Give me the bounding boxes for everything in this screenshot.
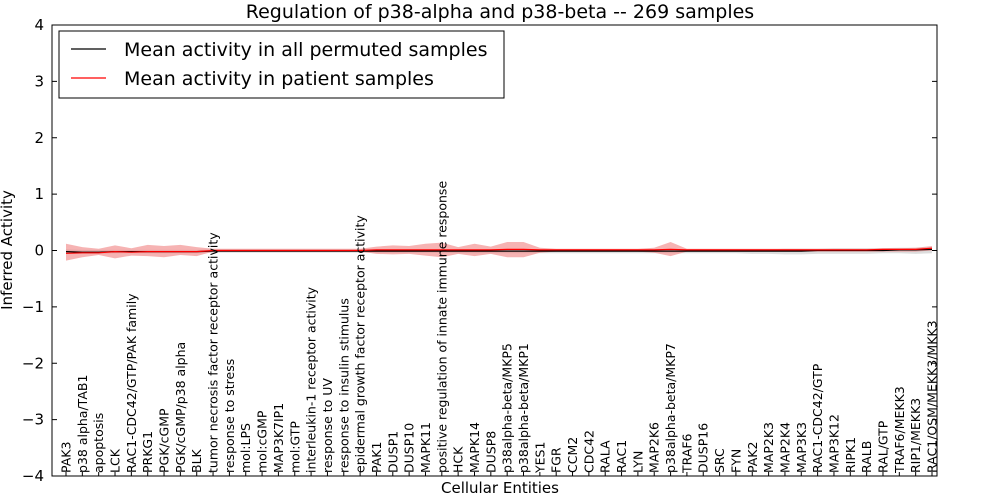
y-tick-label: 2 (34, 129, 44, 147)
x-tick-label: DUSP10 (402, 423, 417, 473)
x-tick-label: epidermal growth factor receptor activit… (353, 215, 368, 473)
x-tick-label: PGK/cGMP/p38 alpha (173, 342, 188, 473)
x-tick-label: RAC1-CDC42/GTP (810, 363, 825, 473)
x-tick-label: mol:LPS (238, 423, 253, 473)
x-tick-label: MAP2K6 (647, 422, 662, 473)
y-tick-label: −4 (22, 467, 44, 485)
x-tick-label: RAC1-CDC42/GTP/PAK family (124, 293, 139, 473)
x-tick-label: MAPK14 (467, 422, 482, 473)
x-tick-label: p38alpha-beta/MKP7 (663, 343, 678, 473)
x-tick-label: YES1 (532, 442, 547, 474)
x-tick-label: CCM2 (565, 437, 580, 473)
x-tick-label: LCK (108, 448, 123, 473)
x-tick-label: mol:GTP (287, 421, 302, 473)
y-axis-label: Inferred Activity (0, 190, 16, 310)
x-tick-label: positive regulation of innate immune res… (434, 181, 449, 473)
x-tick-label: HCK (451, 446, 466, 473)
x-tick-label: PAK2 (745, 442, 760, 473)
x-tick-label: PAK1 (369, 442, 384, 473)
series-lines (65, 247, 933, 254)
x-tick-label: BLK (189, 448, 204, 473)
x-tick-label: DUSP1 (385, 431, 400, 473)
y-tick-label: 3 (34, 72, 44, 90)
x-tick-label: response to insulin stimulus (336, 298, 351, 473)
x-tick-label: response to stress (222, 359, 237, 473)
x-tick-label: TRAF6/MEKK3 (892, 386, 907, 474)
legend-label-patient: Mean activity in patient samples (124, 68, 434, 90)
y-tick-label: 1 (34, 185, 44, 203)
x-tick-label: response to UV (320, 378, 335, 473)
y-axis-ticks: 4 3 2 1 0 −1 −2 −3 −4 (22, 16, 937, 485)
x-tick-label: MAP3K3 (794, 422, 809, 473)
x-tick-label: RAL/GTP (876, 420, 891, 473)
y-tick-label: −1 (22, 298, 44, 316)
x-tick-label: PGK/cGMP (157, 408, 172, 473)
x-tick-label: MAP2K4 (777, 422, 792, 473)
series-line-patient (65, 247, 933, 254)
plot-frame (51, 24, 938, 477)
x-tick-label: mol:cGMP (255, 410, 270, 473)
legend: Mean activity in all permuted samples Me… (58, 30, 505, 99)
x-tick-label: DUSP16 (696, 423, 711, 473)
x-axis-ticks: PAK3 p38 alpha/TAB1 apoptosis LCK RAC1-CDC42… (59, 181, 940, 476)
x-tick-label: DUSP8 (483, 431, 498, 473)
x-tick-label: FYN (728, 449, 743, 473)
x-tick-label: apoptosis (91, 413, 106, 473)
x-tick-label: MAPK11 (418, 422, 433, 473)
x-tick-label: MAP2K3 (761, 422, 776, 473)
x-tick-label: p38alpha-beta/MKP1 (516, 343, 531, 473)
x-tick-label: MAP3K7IP1 (271, 403, 286, 473)
y-tick-label: 0 (34, 242, 44, 260)
x-tick-label: RAC1/OSM/MEKK3/MKK3 (925, 320, 940, 473)
x-tick-label: interleukin-1 receptor activity (304, 286, 319, 473)
x-tick-label: LYN (630, 451, 645, 473)
x-tick-label: p38 alpha/TAB1 (75, 375, 90, 473)
x-tick-label: MAP3K12 (827, 414, 842, 473)
x-tick-label: RALA (598, 440, 613, 473)
x-tick-label: RIP1/MEKK3 (908, 398, 923, 473)
x-tick-label: PRKG1 (140, 431, 155, 473)
x-tick-label: TRAF6 (679, 433, 694, 474)
y-tick-label: −2 (22, 354, 44, 372)
x-tick-label: RALB (859, 441, 874, 473)
x-tick-label: RIPK1 (843, 437, 858, 473)
x-tick-label: tumor necrosis factor receptor activity (206, 232, 221, 473)
y-tick-label: −3 (22, 411, 44, 429)
x-tick-label: RAC1 (614, 440, 629, 473)
x-tick-label: SRC (712, 448, 727, 473)
x-tick-label: FGR (549, 447, 564, 473)
y-tick-label: 4 (34, 16, 44, 34)
x-tick-label: PAK3 (59, 442, 74, 473)
x-tick-label: p38alpha-beta/MKP5 (500, 343, 515, 473)
x-tick-label: CDC42 (581, 430, 596, 473)
x-axis-label: Cellular Entities (441, 479, 559, 497)
chart-title: Regulation of p38-alpha and p38-beta -- … (246, 1, 754, 23)
legend-frame (58, 30, 505, 99)
legend-label-permuted: Mean activity in all permuted samples (124, 39, 487, 61)
